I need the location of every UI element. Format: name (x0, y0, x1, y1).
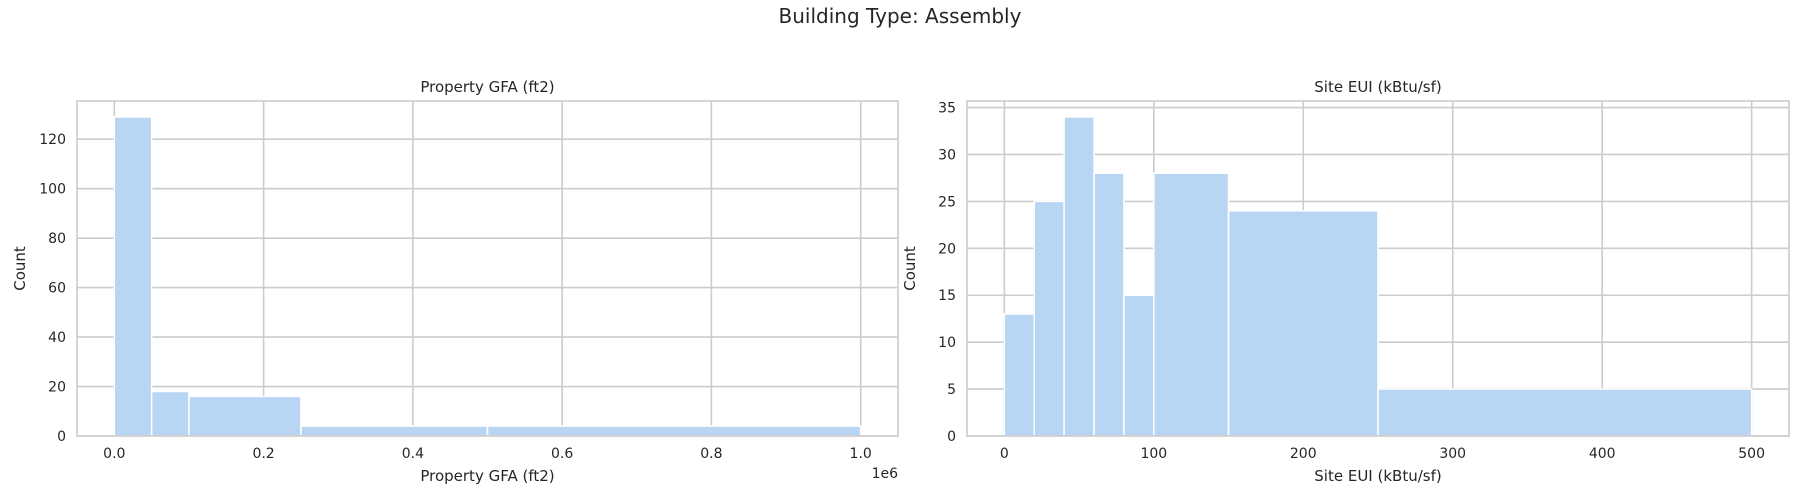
chart2-bar-0 (1003, 313, 1036, 437)
chart2-x-tick-label-0: 0 (1000, 446, 1009, 462)
chart1-y-tick-label-1: 20 (48, 380, 66, 396)
chart2-y-axis-label: Count (901, 246, 919, 291)
chart1-bar-0 (113, 116, 153, 437)
chart1-x-tick-label-5: 1.0 (850, 446, 872, 462)
chart1-x-tick-label-4: 0.8 (700, 446, 722, 462)
chart2-y-tick-label-5: 25 (938, 194, 956, 210)
chart1-x-offset-text: 1e6 (872, 466, 899, 482)
chart2-plot-frame (966, 100, 1790, 437)
chart1-y-tick-label-0: 0 (57, 429, 66, 445)
chart1-x-tick-label-1: 0.2 (252, 446, 274, 462)
chart1-y-tick-label-4: 80 (48, 231, 66, 247)
chart1-plot-frame (76, 100, 899, 437)
chart2-x-tick-label-4: 400 (1589, 446, 1616, 462)
chart1-y-tick-label-3: 60 (48, 281, 66, 297)
chart2-x-tick-label-1: 100 (1140, 446, 1167, 462)
chart2-title: Site EUI (kBtu/sf) (1314, 78, 1441, 96)
chart1-bar-2 (188, 395, 302, 437)
chart1-x-tick-label-2: 0.4 (402, 446, 424, 462)
chart2-bar-5 (1153, 172, 1230, 437)
chart2-x-tick-label-3: 300 (1439, 446, 1466, 462)
chart1-title: Property GFA (ft2) (420, 78, 554, 96)
chart1-x-tick-label-3: 0.6 (551, 446, 573, 462)
chart2-y-tick-label-4: 20 (938, 241, 956, 257)
chart2-x-axis-label: Site EUI (kBtu/sf) (1314, 467, 1441, 485)
chart2-x-tick-label-2: 200 (1290, 446, 1317, 462)
chart1-y-tick-label-2: 40 (48, 330, 66, 346)
chart2-bar-4 (1123, 294, 1155, 437)
chart2-bar-1 (1033, 200, 1065, 437)
chart1-bar-1 (150, 390, 190, 437)
chart2-x-tick-label-5: 500 (1738, 446, 1765, 462)
chart2-y-tick-label-0: 0 (947, 429, 956, 445)
chart2-y-tick-label-7: 35 (938, 101, 956, 117)
chart1-y-tick-label-6: 120 (39, 132, 66, 148)
chart1-bar-4 (486, 425, 862, 437)
chart2-bar-3 (1093, 172, 1125, 437)
chart2-y-tick-label-3: 15 (938, 288, 956, 304)
chart1-bar-3 (300, 425, 489, 437)
chart2-y-tick-label-2: 10 (938, 335, 956, 351)
chart1-y-axis-label: Count (11, 246, 29, 291)
chart2-y-tick-label-1: 5 (947, 382, 956, 398)
chart2-y-tick-label-6: 30 (938, 147, 956, 163)
chart1-x-tick-label-0: 0.0 (103, 446, 125, 462)
chart2-bar-7 (1377, 388, 1753, 437)
chart1-y-tick-label-5: 100 (39, 182, 66, 198)
chart2-bar-2 (1063, 116, 1095, 437)
chart2-bar-6 (1227, 210, 1379, 437)
chart1-x-axis-label: Property GFA (ft2) (420, 467, 554, 485)
figure-suptitle: Building Type: Assembly (778, 4, 1022, 28)
